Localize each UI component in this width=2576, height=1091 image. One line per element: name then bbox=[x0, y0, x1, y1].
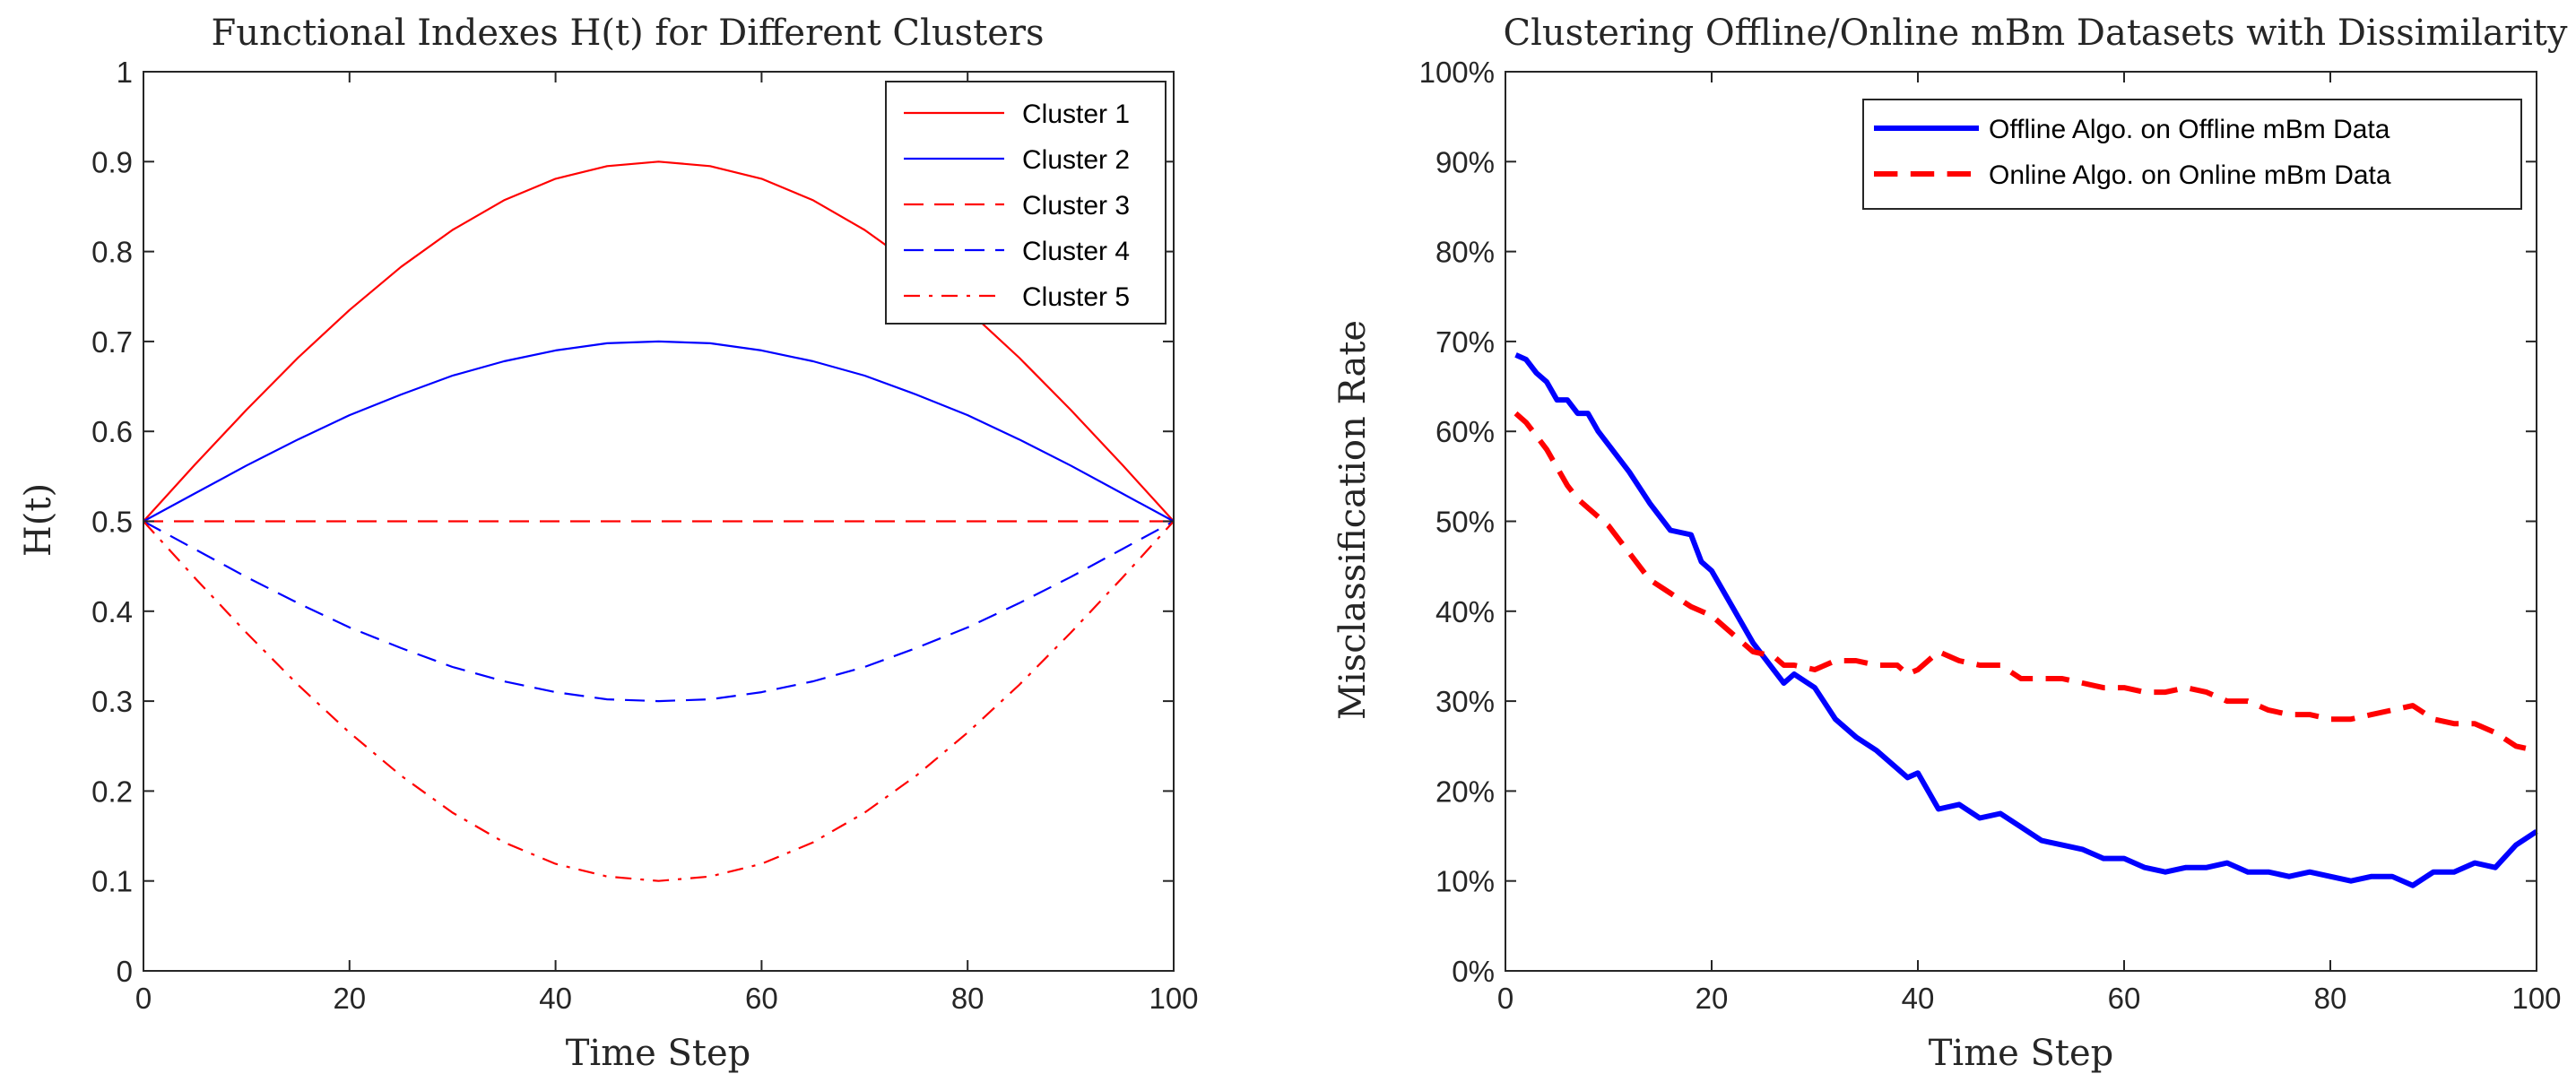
y-tick-label: 0.1 bbox=[91, 865, 133, 898]
legend-label: Cluster 1 bbox=[1022, 100, 1130, 129]
x-axis-label: Time Step bbox=[1929, 1033, 2114, 1074]
plot-lines bbox=[1514, 352, 2538, 888]
legend-entries: Cluster 1 Cluster 2 Cluster 3 Cluster 4 Clus… bbox=[904, 100, 1130, 312]
y-tick-label: 60% bbox=[1435, 415, 1495, 448]
x-tick-label: 100 bbox=[2511, 982, 2561, 1015]
chart-functional-indexes: Functional Indexes H(t) for Different Cl… bbox=[18, 13, 1199, 1074]
y-ticks: 0% 10% 20% 30% 40% 50% 60% 70% 80% 90% 100% bbox=[1419, 56, 2537, 988]
y-tick-label: 40% bbox=[1435, 595, 1495, 628]
y-tick-label: 50% bbox=[1435, 506, 1495, 539]
y-tick-label: 0% bbox=[1452, 955, 1495, 988]
legend-entries: Offline Algo. on Offline mBm Data Online … bbox=[1874, 115, 2391, 190]
series-line-5 bbox=[143, 520, 1175, 882]
legend-label: Cluster 2 bbox=[1022, 145, 1130, 175]
plot-lines bbox=[143, 160, 1175, 882]
series-line-1 bbox=[1514, 352, 2538, 888]
x-tick-label: 20 bbox=[333, 982, 366, 1015]
y-axis-label: Misclassification Rate bbox=[1332, 320, 1374, 720]
y-ticks: 0 0.1 0.2 0.3 0.4 0.5 0.6 0.7 0.8 0.9 1 bbox=[91, 56, 1174, 988]
legend-label: Cluster 5 bbox=[1022, 282, 1130, 312]
x-ticks: 0 20 40 60 80 100 bbox=[1497, 72, 2562, 1015]
legend-label: Offline Algo. on Offline mBm Data bbox=[1989, 115, 2390, 144]
legend-label: Cluster 3 bbox=[1022, 191, 1130, 221]
series-line-4 bbox=[143, 520, 1175, 703]
series-line-1 bbox=[143, 160, 1175, 523]
y-tick-label: 100% bbox=[1419, 56, 1495, 89]
x-tick-label: 100 bbox=[1149, 982, 1198, 1015]
y-tick-label: 0.9 bbox=[91, 145, 133, 178]
x-tick-label: 80 bbox=[951, 982, 984, 1015]
x-tick-label: 20 bbox=[1696, 982, 1729, 1015]
y-tick-label: 70% bbox=[1435, 325, 1495, 359]
x-ticks: 0 20 40 60 80 100 bbox=[135, 72, 1199, 1015]
legend-box bbox=[885, 81, 1167, 325]
x-tick-label: 40 bbox=[1902, 982, 1935, 1015]
chart-title: Clustering Offline/Online mBm Datasets w… bbox=[1504, 13, 2568, 54]
y-tick-label: 30% bbox=[1435, 685, 1495, 718]
x-tick-label: 0 bbox=[1497, 982, 1514, 1015]
x-axis-label: Time Step bbox=[566, 1033, 751, 1074]
y-axis-label: H(t) bbox=[18, 483, 59, 557]
x-tick-label: 60 bbox=[745, 982, 778, 1015]
y-tick-label: 0.3 bbox=[91, 685, 133, 718]
y-tick-label: 0.7 bbox=[91, 325, 133, 359]
y-tick-label: 0.2 bbox=[91, 775, 133, 808]
x-tick-label: 0 bbox=[135, 982, 152, 1015]
y-tick-label: 0.8 bbox=[91, 236, 133, 269]
y-tick-label: 0.5 bbox=[91, 506, 133, 539]
series-line-2 bbox=[143, 340, 1175, 523]
y-tick-label: 1 bbox=[117, 56, 133, 89]
series-line-2 bbox=[1514, 411, 2537, 754]
x-tick-label: 60 bbox=[2108, 982, 2141, 1015]
y-tick-label: 0.6 bbox=[91, 415, 133, 448]
chart-misclassification-rate: Clustering Offline/Online mBm Datasets w… bbox=[1332, 13, 2568, 1074]
legend-label: Cluster 4 bbox=[1022, 237, 1130, 266]
legend-label: Online Algo. on Online mBm Data bbox=[1989, 160, 2391, 190]
y-tick-label: 90% bbox=[1435, 145, 1495, 178]
y-tick-label: 10% bbox=[1435, 865, 1495, 898]
legend: Offline Algo. on Offline mBm Data Online … bbox=[1862, 99, 2522, 210]
y-tick-label: 20% bbox=[1435, 775, 1495, 808]
y-tick-label: 0.4 bbox=[91, 595, 133, 628]
x-tick-label: 80 bbox=[2314, 982, 2347, 1015]
x-tick-label: 40 bbox=[539, 982, 572, 1015]
legend: Cluster 1 Cluster 2 Cluster 3 Cluster 4 Clus… bbox=[885, 81, 1167, 325]
y-tick-label: 80% bbox=[1435, 236, 1495, 269]
chart-title: Functional Indexes H(t) for Different Cl… bbox=[211, 13, 1044, 54]
legend-box bbox=[1862, 99, 2522, 210]
y-tick-label: 0 bbox=[117, 955, 133, 988]
